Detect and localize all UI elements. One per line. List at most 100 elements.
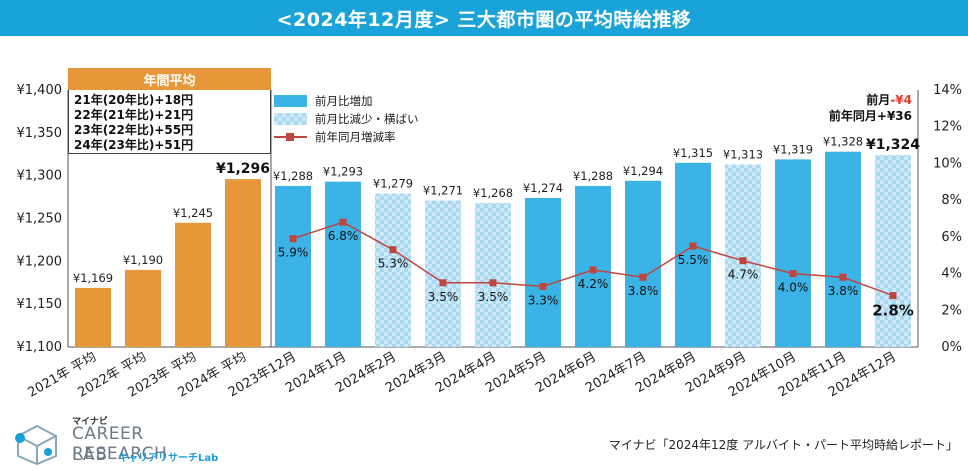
legend-label-decrease: 前月比減少・横ばい (315, 112, 419, 126)
yoy-point (889, 292, 897, 300)
yoy-pct-label: 4.7% (728, 268, 759, 282)
bar (525, 197, 561, 347)
y-right-tick-label: 12% (933, 120, 962, 135)
annual-line: 22年(21年比)+21円 (74, 108, 194, 122)
source-note: マイナビ「2024年12度 アルバイト・パート平均時給レポート」 (608, 438, 958, 452)
axes: ¥1,100 ¥1,150 ¥1,200 ¥1,250 ¥1,300 ¥1,350 ¥1,4… (17, 83, 963, 355)
bar-value-label: ¥1,268 (473, 186, 513, 200)
annual-line: 21年(20年比)+18円 (74, 93, 194, 107)
bar-value-label: ¥1,319 (773, 142, 813, 156)
brand-small-text: マイナビ (72, 417, 108, 427)
mom-value: -¥4 (890, 93, 912, 107)
legend-item-increase: 前月比増加 (274, 92, 424, 110)
yoy-point (839, 273, 847, 281)
bar-value-label: ¥1,288 (273, 169, 313, 183)
bar (75, 287, 111, 347)
y-right-tick-label: 2% (941, 303, 962, 318)
bar (175, 222, 211, 347)
yoy-point (739, 257, 747, 265)
bar-value-label: ¥1,315 (673, 146, 713, 160)
y-right-tick-label: 6% (941, 230, 962, 245)
bar (325, 181, 361, 347)
bar-value-label: ¥1,169 (73, 271, 113, 285)
bar (875, 155, 911, 347)
yoy-pct-label: 4.0% (778, 281, 809, 295)
y-right-tick-label: 4% (941, 267, 962, 282)
yoy-pct-label: 3.5% (478, 290, 509, 304)
y-left-tick-label: ¥1,150 (17, 297, 63, 312)
mom-label: 前月 (866, 93, 891, 107)
yoy-pct-label: 3.8% (828, 284, 859, 298)
chart-plot: ¥1,100 ¥1,150 ¥1,200 ¥1,250 ¥1,300 ¥1,350 ¥1,4… (17, 83, 963, 401)
bar (125, 269, 161, 347)
y-left-tick-label: ¥1,250 (17, 212, 63, 227)
change-note: 前月-¥4 前年同月+¥36 (829, 92, 912, 124)
annual-line: 23年(22年比)+55円 (74, 123, 194, 137)
yoy-point (289, 235, 297, 243)
brand-logo: マイナビ CAREER RESEARCH LAB キャリアリサーチLab (10, 414, 230, 468)
bar (425, 200, 461, 347)
yoy-point (339, 218, 347, 226)
yoy-pct-label: 5.3% (378, 257, 409, 271)
yoy-change: 前年同月+¥36 (828, 109, 912, 123)
mom-change: 前月-¥4 (829, 92, 912, 108)
bar-value-label: ¥1,296 (216, 161, 270, 177)
bar (225, 179, 261, 347)
bar-value-label: ¥1,294 (623, 164, 663, 178)
legend-item-decrease: 前月比減少・横ばい (274, 110, 424, 128)
legend-label-yoy: 前年同月増減率 (315, 130, 396, 144)
bar-value-label: ¥1,279 (373, 177, 413, 191)
legend-swatch-increase (274, 95, 307, 107)
bar-value-label: ¥1,313 (723, 148, 763, 162)
yoy-point (639, 273, 647, 281)
y-left-tick-label: ¥1,400 (17, 83, 63, 98)
legend-label-increase: 前月比増加 (315, 94, 373, 108)
y-right-tick-label: 8% (941, 193, 962, 208)
yoy-pct-label: 3.8% (628, 284, 659, 298)
y-right-tick-label: 14% (933, 83, 962, 98)
title-bar: <2024年12月度> 三大都市圏の平均時給推移 (0, 0, 968, 36)
bar (675, 162, 711, 347)
bar (475, 203, 511, 347)
bar-value-label: ¥1,271 (423, 184, 463, 198)
legend-item-yoy: 前年同月増減率 (274, 128, 424, 146)
brand-name-line1: CAREER RESEARCH (72, 424, 168, 464)
yoy-pct-label: 6.8% (328, 229, 359, 243)
yoy-line (289, 218, 897, 300)
bars (75, 151, 911, 347)
yoy-pct-label: 3.3% (528, 293, 559, 307)
y-right-tick-label: 10% (933, 156, 962, 171)
cube-logo-icon (15, 424, 57, 466)
bar-value-label: ¥1,293 (323, 165, 363, 179)
yoy-pct-label: 2.8% (872, 302, 914, 320)
yoy-pct-label: 4.2% (578, 277, 609, 291)
yoy-pct-label: 5.5% (678, 253, 709, 267)
yoy-point (789, 270, 797, 278)
legend: 前月比増加 前月比減少・横ばい 前年同月増減率 (274, 92, 424, 146)
bar (625, 180, 661, 347)
y-left-tick-label: ¥1,300 (17, 169, 63, 184)
bar (275, 185, 311, 347)
bar-value-label: ¥1,190 (123, 253, 163, 267)
annual-line: 24年(23年比)+51円 (74, 138, 194, 152)
y-right-tick-label: 0% (941, 340, 962, 355)
bar (725, 164, 761, 347)
yoy-point (489, 279, 497, 287)
yoy-point (389, 246, 397, 254)
bar-value-label: ¥1,288 (573, 169, 613, 183)
y-left-tick-label: ¥1,350 (17, 126, 63, 141)
yoy-point (439, 279, 447, 287)
chart-title: <2024年12月度> 三大都市圏の平均時給推移 (276, 8, 692, 31)
bar (375, 193, 411, 347)
y-left-tick-label: ¥1,200 (17, 254, 63, 269)
yoy-point (689, 242, 697, 250)
yoy-pct-label: 3.5% (428, 290, 459, 304)
bar-value-label: ¥1,274 (523, 181, 563, 195)
annual-average-header: 年間平均 (68, 68, 271, 90)
bar-value-label: ¥1,324 (866, 137, 920, 153)
bar (825, 151, 861, 347)
yoy-point (539, 282, 547, 290)
yoy-pct-label: 5.9% (278, 246, 309, 260)
brand-name-jp: キャリアリサーチLab (118, 453, 219, 464)
